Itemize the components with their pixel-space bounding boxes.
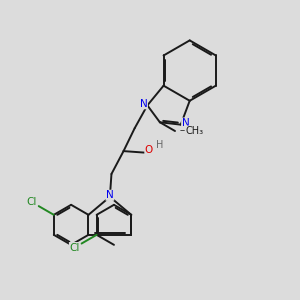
Text: O: O — [145, 145, 153, 154]
Text: N: N — [140, 99, 147, 109]
Text: —: — — [180, 127, 188, 136]
Text: N: N — [106, 190, 114, 200]
Text: Cl: Cl — [69, 242, 80, 253]
Text: N: N — [182, 118, 189, 128]
Text: H: H — [156, 140, 164, 150]
Text: CH₃: CH₃ — [185, 126, 203, 136]
Text: Cl: Cl — [27, 197, 37, 207]
